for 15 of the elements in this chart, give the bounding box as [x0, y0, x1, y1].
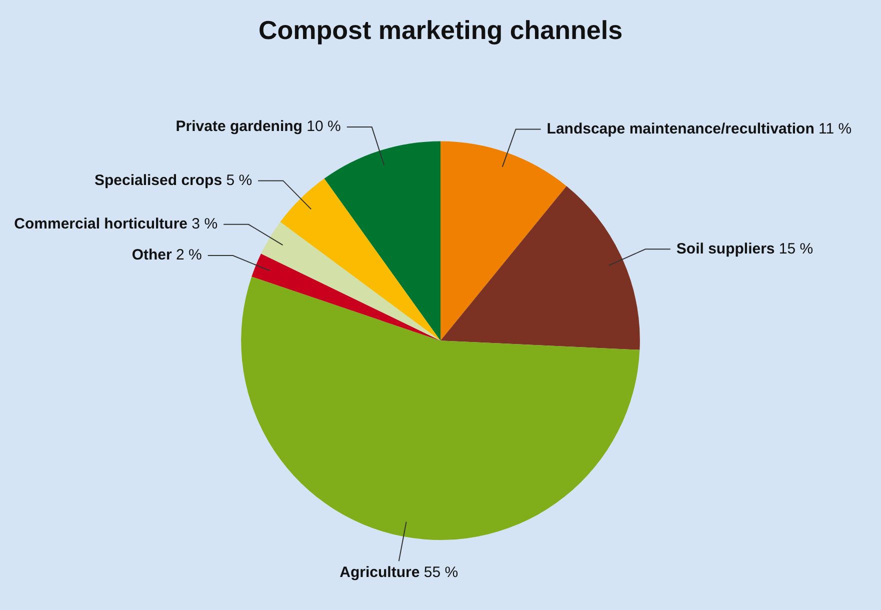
- data-label: 11 %: [818, 120, 852, 138]
- slice-label: Other: [132, 246, 176, 264]
- data-label: 10 %: [306, 118, 341, 136]
- data-label: 5 %: [226, 172, 252, 189]
- chart-title: Compost marketing channels: [258, 14, 623, 45]
- data-label: 2 %: [176, 246, 202, 264]
- data-label: 3 %: [192, 216, 218, 233]
- slice-label: Specialised crops: [94, 172, 226, 189]
- slice-label: Landscape maintenance/recultivation: [546, 120, 819, 138]
- slice-label: Private gardening: [176, 118, 307, 136]
- data-label: 15 %: [778, 240, 814, 258]
- data-label: 55 %: [424, 564, 458, 582]
- slice-label: Soil suppliers: [676, 240, 779, 258]
- slice-label: Agriculture: [340, 564, 424, 582]
- slice-label: Commercial horticulture: [14, 216, 192, 233]
